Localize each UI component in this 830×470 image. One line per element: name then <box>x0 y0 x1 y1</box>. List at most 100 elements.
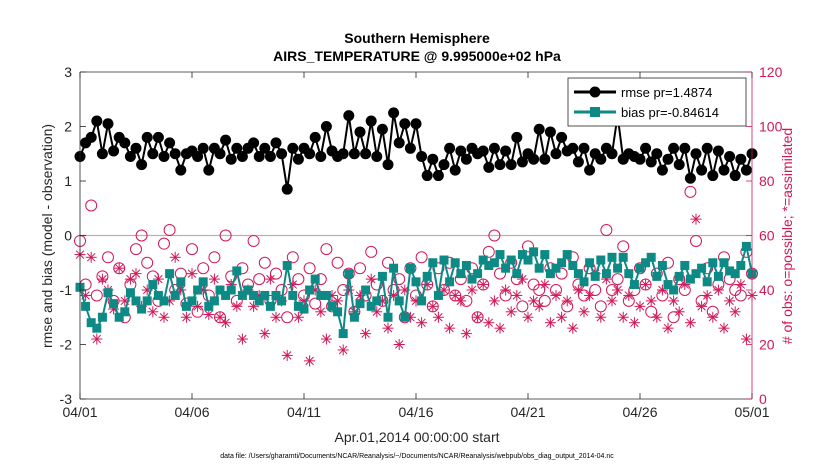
rmse-point <box>309 131 321 143</box>
assimilated-obs-point <box>270 311 282 323</box>
assimilated-obs-point <box>488 295 500 307</box>
bias-point <box>181 301 191 311</box>
bias-point <box>422 271 432 281</box>
bias-point <box>646 252 656 262</box>
rmse-point <box>550 148 562 160</box>
bias-point <box>473 269 483 279</box>
y-tick-label: -3 <box>60 391 73 407</box>
assimilated-obs-point <box>466 284 478 296</box>
assimilated-obs-point <box>556 311 568 323</box>
bias-point <box>607 252 617 262</box>
bias-point <box>321 290 331 300</box>
possible-obs-point <box>488 229 501 242</box>
rmse-point <box>136 159 148 171</box>
bias-point <box>193 285 203 295</box>
assimilated-obs-point <box>668 295 680 307</box>
bias-point <box>730 269 740 279</box>
bias-point <box>237 290 247 300</box>
rmse-point <box>494 159 506 171</box>
assimilated-obs-point <box>539 279 551 291</box>
assimilated-obs-point <box>707 311 719 323</box>
rmse-point <box>673 159 685 171</box>
bias-point <box>215 285 225 295</box>
assimilated-obs-point <box>628 317 640 329</box>
rmse-point <box>556 131 568 143</box>
rmse-point <box>337 148 349 160</box>
rmse-point <box>404 142 416 154</box>
rmse-point <box>376 123 388 135</box>
assimilated-obs-point <box>522 311 534 323</box>
bias-point <box>176 277 186 287</box>
bias-point <box>411 277 421 287</box>
possible-obs-point <box>320 243 333 256</box>
bias-point <box>635 263 645 273</box>
rmse-point <box>270 137 282 149</box>
assimilated-obs-point <box>180 311 192 323</box>
rmse-point <box>668 142 680 154</box>
rmse-point <box>584 164 596 176</box>
y2-tick-label: 40 <box>759 282 775 298</box>
assimilated-obs-point <box>208 273 220 285</box>
bias-point <box>372 296 382 306</box>
bias-point <box>394 296 404 306</box>
possible-obs-point <box>208 251 221 264</box>
assimilated-obs-point <box>472 311 484 323</box>
assimilated-obs-point <box>505 306 517 318</box>
rmse-point <box>656 164 668 176</box>
legend: rmse pr=1.4874 bias pr=-0.84614 <box>567 77 747 127</box>
rmse-point <box>444 142 456 154</box>
rmse-point <box>152 131 164 143</box>
bias-point <box>243 285 253 295</box>
bias-point <box>97 312 107 322</box>
y-tick-label: 3 <box>64 64 72 80</box>
possible-obs-point <box>382 256 394 269</box>
y2-tick-label: 100 <box>759 119 783 135</box>
assimilated-obs-point <box>315 306 327 318</box>
bias-point <box>652 271 662 281</box>
bias-point <box>366 301 376 311</box>
x-tick-label: 04/21 <box>510 404 545 420</box>
bias-point <box>478 255 488 265</box>
bias-point <box>209 296 219 306</box>
assimilated-obs-point <box>231 300 243 312</box>
bias-point <box>433 290 443 300</box>
rmse-point <box>169 148 181 160</box>
rmse-point <box>253 150 265 162</box>
rmse-point <box>684 172 696 184</box>
possible-obs-point <box>365 245 378 258</box>
rmse-point <box>320 121 332 132</box>
rmse-point <box>304 148 316 160</box>
rmse-point <box>259 142 271 154</box>
assimilated-obs-point <box>494 322 506 334</box>
bias-point <box>618 252 628 262</box>
rmse-point <box>528 153 540 165</box>
rmse-point <box>85 131 97 143</box>
bias-point <box>545 269 555 279</box>
rmse-point <box>281 183 293 195</box>
y2-tick-label: 120 <box>759 64 783 80</box>
legend-bias-marker <box>590 107 600 117</box>
rmse-point <box>500 145 512 157</box>
assimilated-obs-point <box>684 317 696 329</box>
y-axis-label: rmse and bias (model - observation) <box>39 124 55 348</box>
assimilated-obs-point <box>365 273 377 285</box>
x-axis-label: Apr.01,2014 00:00:00 start <box>334 429 499 445</box>
rmse-point <box>740 164 752 176</box>
rmse-point <box>393 137 405 149</box>
bias-point <box>249 290 259 300</box>
rmse-point <box>427 153 439 165</box>
bias-point <box>663 280 673 290</box>
assimilated-obs-point <box>578 306 590 318</box>
rmse-point <box>724 150 736 162</box>
rmse-point <box>634 153 646 165</box>
assimilated-obs-point <box>651 311 663 323</box>
rmse-point <box>544 126 556 138</box>
possible-obs-point <box>197 262 210 275</box>
assimilated-obs-point <box>432 311 444 323</box>
bias-point <box>573 269 583 279</box>
bias-point <box>344 269 354 279</box>
assimilated-obs-point <box>91 333 103 345</box>
bias-point <box>277 296 287 306</box>
assimilated-obs-point <box>416 317 428 329</box>
